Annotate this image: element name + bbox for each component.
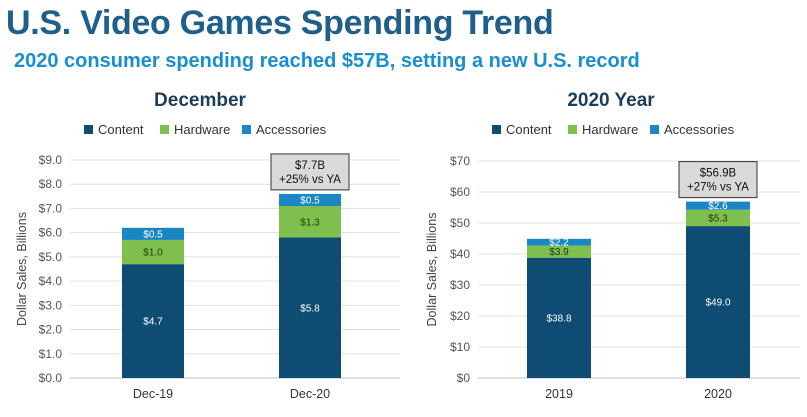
y-axis-label: Dollar Sales, Billions — [425, 213, 439, 327]
annotation-box — [270, 153, 350, 191]
category-label: 2019 — [545, 387, 573, 401]
annotation-growth: +25% vs YA — [279, 174, 341, 186]
bar-segment-content — [527, 257, 591, 378]
y-tick-label: $40 — [450, 247, 470, 261]
y-tick-label: $10 — [450, 340, 470, 354]
legend-label-accessories: Accessories — [256, 122, 327, 137]
bar-segment-hardware — [122, 239, 184, 265]
y-tick-label: $7.0 — [39, 201, 63, 215]
y-tick-label: $9.0 — [39, 153, 63, 167]
data-label: $2.6 — [708, 201, 728, 212]
y-tick-label: $5.0 — [39, 250, 63, 264]
data-label: $49.0 — [705, 298, 730, 309]
bar-segment-hardware — [279, 206, 341, 238]
y-tick-label: $50 — [450, 216, 470, 230]
legend-label-content: Content — [506, 122, 552, 137]
bar-segment-content — [279, 237, 341, 378]
data-label: $0.5 — [300, 195, 320, 206]
bar-segment-content — [686, 226, 750, 378]
bar-segment-accessories — [527, 238, 591, 246]
legend-swatch-content — [84, 125, 93, 134]
page-title: U.S. Video Games Spending Trend — [6, 4, 554, 42]
annotation-total: $7.7B — [295, 160, 325, 172]
bar-segment-accessories — [122, 227, 184, 240]
data-label: $1.3 — [300, 217, 320, 228]
data-label: $38.8 — [546, 313, 571, 324]
legend-swatch-content — [492, 125, 501, 134]
y-tick-label: $6.0 — [39, 226, 63, 240]
y-tick-label: $70 — [450, 154, 470, 168]
data-label: $0.5 — [143, 229, 163, 240]
category-label: 2020 — [704, 387, 732, 401]
annotation-growth: +27% vs YA — [687, 182, 749, 194]
y-tick-label: $1.0 — [39, 347, 63, 361]
page-subtitle: 2020 consumer spending reached $57B, set… — [14, 50, 640, 72]
data-label: $4.7 — [143, 317, 163, 328]
bar-segment-accessories — [279, 193, 341, 207]
legend-swatch-hardware — [568, 125, 577, 134]
data-label: $2.2 — [549, 238, 569, 249]
y-tick-label: $3.0 — [39, 298, 63, 312]
bar-segment-hardware — [686, 209, 750, 227]
data-label: $5.8 — [300, 303, 320, 314]
y-tick-label: $2.0 — [39, 323, 63, 337]
y-tick-label: $0.0 — [39, 371, 63, 385]
y-tick-label: $0 — [457, 371, 471, 385]
chart-title: 2020 Year — [567, 90, 655, 111]
bar-segment-hardware — [527, 245, 591, 258]
y-tick-label: $4.0 — [39, 274, 63, 288]
legend-swatch-accessories — [242, 125, 251, 134]
chart-title: December — [154, 90, 246, 111]
y-tick-label: $30 — [450, 278, 470, 292]
data-label: $5.3 — [708, 213, 728, 224]
legend-label-accessories: Accessories — [664, 122, 735, 137]
category-label: Dec-19 — [133, 387, 173, 401]
bar-segment-content — [122, 264, 184, 378]
y-tick-label: $8.0 — [39, 177, 63, 191]
legend-label-content: Content — [98, 122, 144, 137]
category-label: Dec-20 — [290, 387, 330, 401]
y-axis-label: Dollar Sales, Billions — [15, 212, 29, 326]
annotation-box — [678, 161, 758, 199]
annotation-total: $56.9B — [700, 168, 737, 180]
legend-swatch-hardware — [160, 125, 169, 134]
y-tick-label: $20 — [450, 309, 470, 323]
legend-swatch-accessories — [650, 125, 659, 134]
data-label: $1.0 — [143, 248, 163, 259]
bar-segment-accessories — [686, 201, 750, 210]
legend-label-hardware: Hardware — [582, 122, 638, 137]
y-tick-label: $60 — [450, 185, 470, 199]
legend-label-hardware: Hardware — [174, 122, 230, 137]
data-label: $3.9 — [549, 247, 569, 258]
